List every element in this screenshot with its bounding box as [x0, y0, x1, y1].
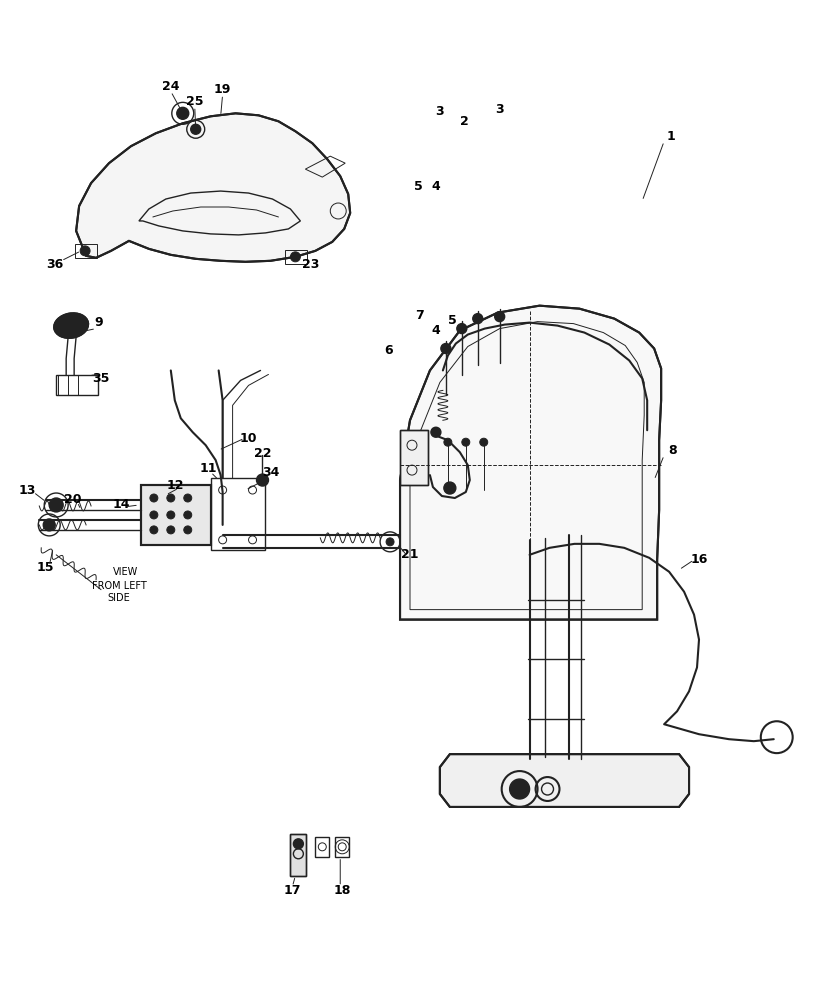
- Text: 23: 23: [302, 258, 319, 271]
- Circle shape: [494, 312, 504, 322]
- Text: 12: 12: [167, 479, 184, 492]
- Text: 16: 16: [690, 553, 707, 566]
- Circle shape: [150, 494, 157, 502]
- Bar: [75, 244, 97, 258]
- Text: 24: 24: [162, 80, 180, 93]
- Bar: [56, 375, 98, 395]
- Circle shape: [441, 344, 451, 354]
- Circle shape: [80, 246, 90, 256]
- Bar: [400, 430, 428, 485]
- Bar: [211, 478, 265, 550]
- Text: 17: 17: [284, 884, 301, 897]
- Circle shape: [444, 482, 456, 494]
- Circle shape: [386, 538, 394, 546]
- Circle shape: [191, 124, 201, 134]
- Text: 10: 10: [240, 432, 257, 445]
- Text: 7: 7: [415, 309, 424, 322]
- Text: SIDE: SIDE: [108, 593, 131, 603]
- Polygon shape: [440, 754, 689, 807]
- Text: 35: 35: [92, 372, 109, 385]
- Circle shape: [177, 107, 188, 119]
- Circle shape: [290, 252, 300, 262]
- Circle shape: [184, 494, 192, 502]
- Text: 34: 34: [262, 466, 279, 479]
- Circle shape: [462, 438, 470, 446]
- Circle shape: [457, 324, 467, 334]
- Text: 11: 11: [200, 462, 217, 475]
- Text: 3: 3: [436, 105, 444, 118]
- Text: 18: 18: [334, 884, 351, 897]
- Circle shape: [431, 427, 441, 437]
- Text: 5: 5: [414, 180, 423, 193]
- Bar: [290, 834, 306, 876]
- Circle shape: [472, 314, 483, 324]
- Text: 4: 4: [432, 324, 441, 337]
- Circle shape: [294, 839, 304, 849]
- Text: 25: 25: [186, 95, 203, 108]
- Text: 3: 3: [495, 103, 504, 116]
- Text: 1: 1: [667, 130, 676, 143]
- Text: FROM LEFT: FROM LEFT: [91, 581, 146, 591]
- Circle shape: [444, 438, 452, 446]
- Polygon shape: [400, 306, 661, 620]
- Circle shape: [166, 494, 175, 502]
- Text: 15: 15: [37, 561, 54, 574]
- Circle shape: [43, 519, 55, 531]
- Polygon shape: [76, 113, 350, 262]
- Text: 22: 22: [254, 447, 271, 460]
- Text: 13: 13: [19, 484, 36, 497]
- Text: VIEW: VIEW: [113, 567, 139, 577]
- Ellipse shape: [54, 313, 88, 338]
- Circle shape: [256, 474, 268, 486]
- Text: 20: 20: [64, 493, 82, 506]
- Circle shape: [166, 526, 175, 534]
- Text: 21: 21: [401, 548, 419, 561]
- Bar: [141, 485, 211, 545]
- Circle shape: [480, 438, 488, 446]
- Text: 14: 14: [113, 498, 130, 511]
- Text: 8: 8: [667, 444, 676, 457]
- Circle shape: [150, 526, 157, 534]
- Circle shape: [150, 511, 157, 519]
- Circle shape: [184, 526, 192, 534]
- Circle shape: [49, 498, 63, 512]
- Text: 6: 6: [384, 344, 392, 357]
- Bar: [335, 837, 349, 857]
- Circle shape: [166, 511, 175, 519]
- Text: 9: 9: [95, 316, 104, 329]
- Circle shape: [510, 779, 530, 799]
- Bar: [315, 837, 330, 857]
- Text: 2: 2: [460, 115, 469, 128]
- Text: 4: 4: [432, 180, 441, 193]
- Text: 5: 5: [449, 314, 457, 327]
- Circle shape: [184, 511, 192, 519]
- Text: 36: 36: [47, 258, 64, 271]
- Text: 19: 19: [214, 83, 231, 96]
- Bar: [286, 250, 308, 264]
- Bar: [290, 834, 306, 876]
- Bar: [141, 485, 211, 545]
- Bar: [400, 430, 428, 485]
